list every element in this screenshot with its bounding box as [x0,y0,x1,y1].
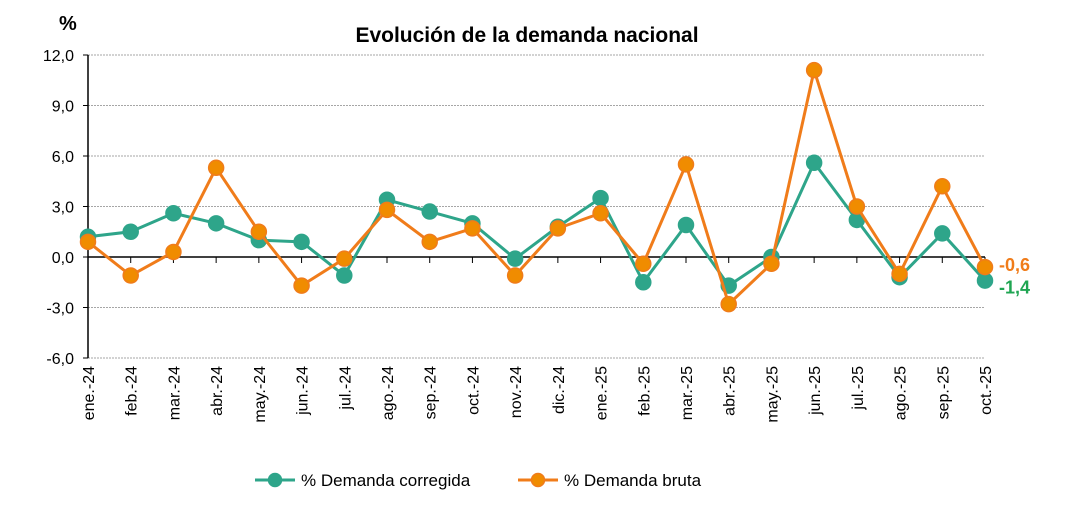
x-tick-label: jul.-25 [850,366,867,411]
data-point [848,198,866,215]
legend-item-demanda-bruta: % Demanda bruta [518,471,702,490]
legend-label: % Demanda bruta [564,471,702,490]
x-tick-label: feb.-25 [636,366,653,416]
x-tick-label: jun.-24 [295,366,312,416]
y-tick-label: 12,0 [43,48,74,65]
data-point [934,178,951,195]
x-tick-label: ene.-24 [81,366,98,420]
x-tick-label: feb.-24 [124,366,141,416]
series-demanda-bruta [79,61,994,313]
data-point [506,250,524,267]
data-point [293,233,310,251]
data-point [336,267,353,284]
x-tick-label: sep.-25 [935,366,952,419]
x-tick-label: mar.-25 [679,366,696,420]
data-point [635,274,652,291]
data-point [165,204,182,222]
x-tick-label: jun.-25 [807,366,824,416]
x-tick-label: may.-25 [764,366,781,423]
legend-swatch-marker [267,472,283,488]
series-layer [79,61,994,313]
legend-label: % Demanda corregida [301,471,471,490]
end-labels: -0,6 -1,4 [999,255,1030,297]
legend: % Demanda corregida % Demanda bruta [255,471,702,490]
x-tick-label: mar.-24 [166,366,183,420]
x-tick-label: abr.-24 [209,366,226,416]
x-tick-label: oct.-25 [978,366,995,415]
x-tick-label: ene.-25 [594,366,611,420]
legend-item-demanda-corregida: % Demanda corregida [255,471,471,490]
data-point [891,265,908,283]
data-point [165,243,182,261]
data-point [250,223,268,240]
x-tick-label: sep.-24 [423,366,440,419]
data-point [976,258,994,276]
data-point [336,250,353,267]
data-point [934,225,951,242]
x-tick-label: may.-24 [252,366,269,423]
x-tick-label: abr.-25 [722,366,739,416]
end-label-demanda-bruta: -0,6 [999,255,1030,275]
data-point [207,215,225,232]
data-point [805,154,823,171]
x-tick-label: ago.-24 [380,366,397,420]
data-point [79,233,97,251]
data-point [549,220,567,237]
axes [87,55,985,358]
data-point [805,61,823,79]
data-point [207,159,225,177]
x-axis-ticks: ene.-24 feb.-24 mar.-24 abr.-24 may.-24 jun.-… [81,257,995,423]
y-axis-ticks: -6,0 -3,0 0,0 3,0 6,0 9,0 12,0 [43,48,88,368]
x-tick-label: jul.-24 [337,366,354,411]
series-line [87,161,987,288]
x-tick-label: oct.-24 [465,366,482,415]
y-axis-unit-label: % [59,13,77,35]
data-point [592,204,609,222]
x-tick-label: nov.-24 [508,366,525,418]
legend-swatch-marker [530,472,546,488]
data-point [293,277,310,294]
y-tick-label: 9,0 [52,99,74,116]
data-point [635,255,652,272]
data-point [506,267,524,284]
data-point [378,201,396,219]
data-point [464,220,481,237]
data-point [677,156,695,173]
y-tick-label: 0,0 [52,250,74,267]
x-tick-label: dic.-24 [551,366,568,414]
end-label-demanda-corregida: -1,4 [999,278,1030,298]
y-tick-label: -3,0 [46,301,74,318]
x-tick-label: ago.-25 [893,366,910,420]
data-point [122,267,139,284]
y-tick-label: -6,0 [46,351,74,368]
y-tick-label: 3,0 [52,200,74,217]
data-point [720,295,737,313]
series-line [87,68,987,306]
gridlines [88,54,985,359]
data-point [763,255,780,272]
series-demanda-corregida [79,154,994,294]
data-point [122,223,139,240]
data-point [592,189,609,207]
chart-title: Evolución de la demanda nacional [355,24,698,47]
data-point [421,233,438,251]
y-tick-label: 6,0 [52,149,74,166]
data-point [421,203,438,220]
data-point [677,216,695,234]
